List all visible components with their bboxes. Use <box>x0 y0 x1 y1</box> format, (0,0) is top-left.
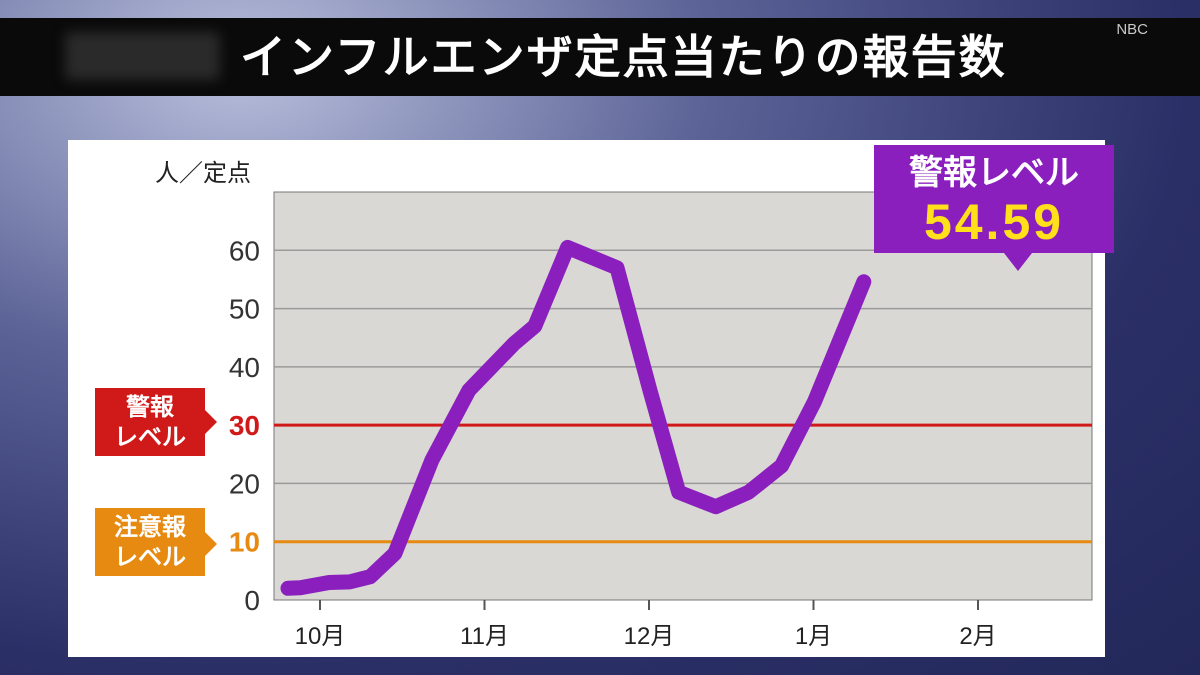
y-tick-label: 10 <box>229 527 260 558</box>
callout-label: 警報レベル <box>909 153 1079 193</box>
y-tick-label: 50 <box>229 294 260 325</box>
series-line <box>280 239 872 596</box>
broadcaster-logo: NBC <box>1116 21 1148 38</box>
warning-level-label-line2: レベル <box>114 423 186 451</box>
title-bar: インフルエンザ定点当たりの報告数 NBC <box>0 18 1200 96</box>
page-title: インフルエンザ定点当たりの報告数 <box>240 30 1007 84</box>
x-tick-label: 10月 <box>295 623 346 650</box>
blurred-logo <box>65 32 220 80</box>
y-tick-label: 20 <box>229 468 260 499</box>
y-tick-label: 0 <box>244 585 260 616</box>
y-tick-label: 40 <box>229 352 260 383</box>
x-tick-label: 12月 <box>624 623 675 650</box>
caution-level-label-line1: 注意報 <box>114 513 186 541</box>
chart-panel: 人／定点 0 10 20 30 40 50 60 10月 11月 12月 1月 2月 警報 レベル … <box>68 140 1114 657</box>
caution-level-label: 注意報 レベル <box>95 508 205 576</box>
warning-level-arrow <box>205 410 217 434</box>
x-tick-labels: 10月 11月 12月 1月 2月 <box>295 600 997 650</box>
threshold-lines <box>274 423 1092 544</box>
warning-level-label: 警報 レベル <box>95 388 205 456</box>
callout-pointer <box>1004 253 1032 271</box>
warning-level-label-line1: 警報 <box>126 393 174 421</box>
y-tick-label: 30 <box>229 410 260 441</box>
latest-value-callout: 警報レベル 54.59 <box>874 145 1114 253</box>
y-tick-label: 60 <box>229 235 260 266</box>
y-axis-unit-label: 人／定点 <box>155 159 251 187</box>
caution-level-arrow <box>205 532 217 556</box>
y-tick-labels: 0 10 20 30 40 50 60 <box>229 235 260 616</box>
callout-value: 54.59 <box>923 194 1065 250</box>
x-tick-label: 1月 <box>795 623 832 650</box>
chart-svg: 0 10 20 30 40 50 60 10月 11月 12月 1月 2月 <box>229 191 1093 650</box>
caution-level-label-line2: レベル <box>114 543 186 571</box>
x-tick-label: 2月 <box>959 623 996 650</box>
x-tick-label: 11月 <box>460 623 509 650</box>
